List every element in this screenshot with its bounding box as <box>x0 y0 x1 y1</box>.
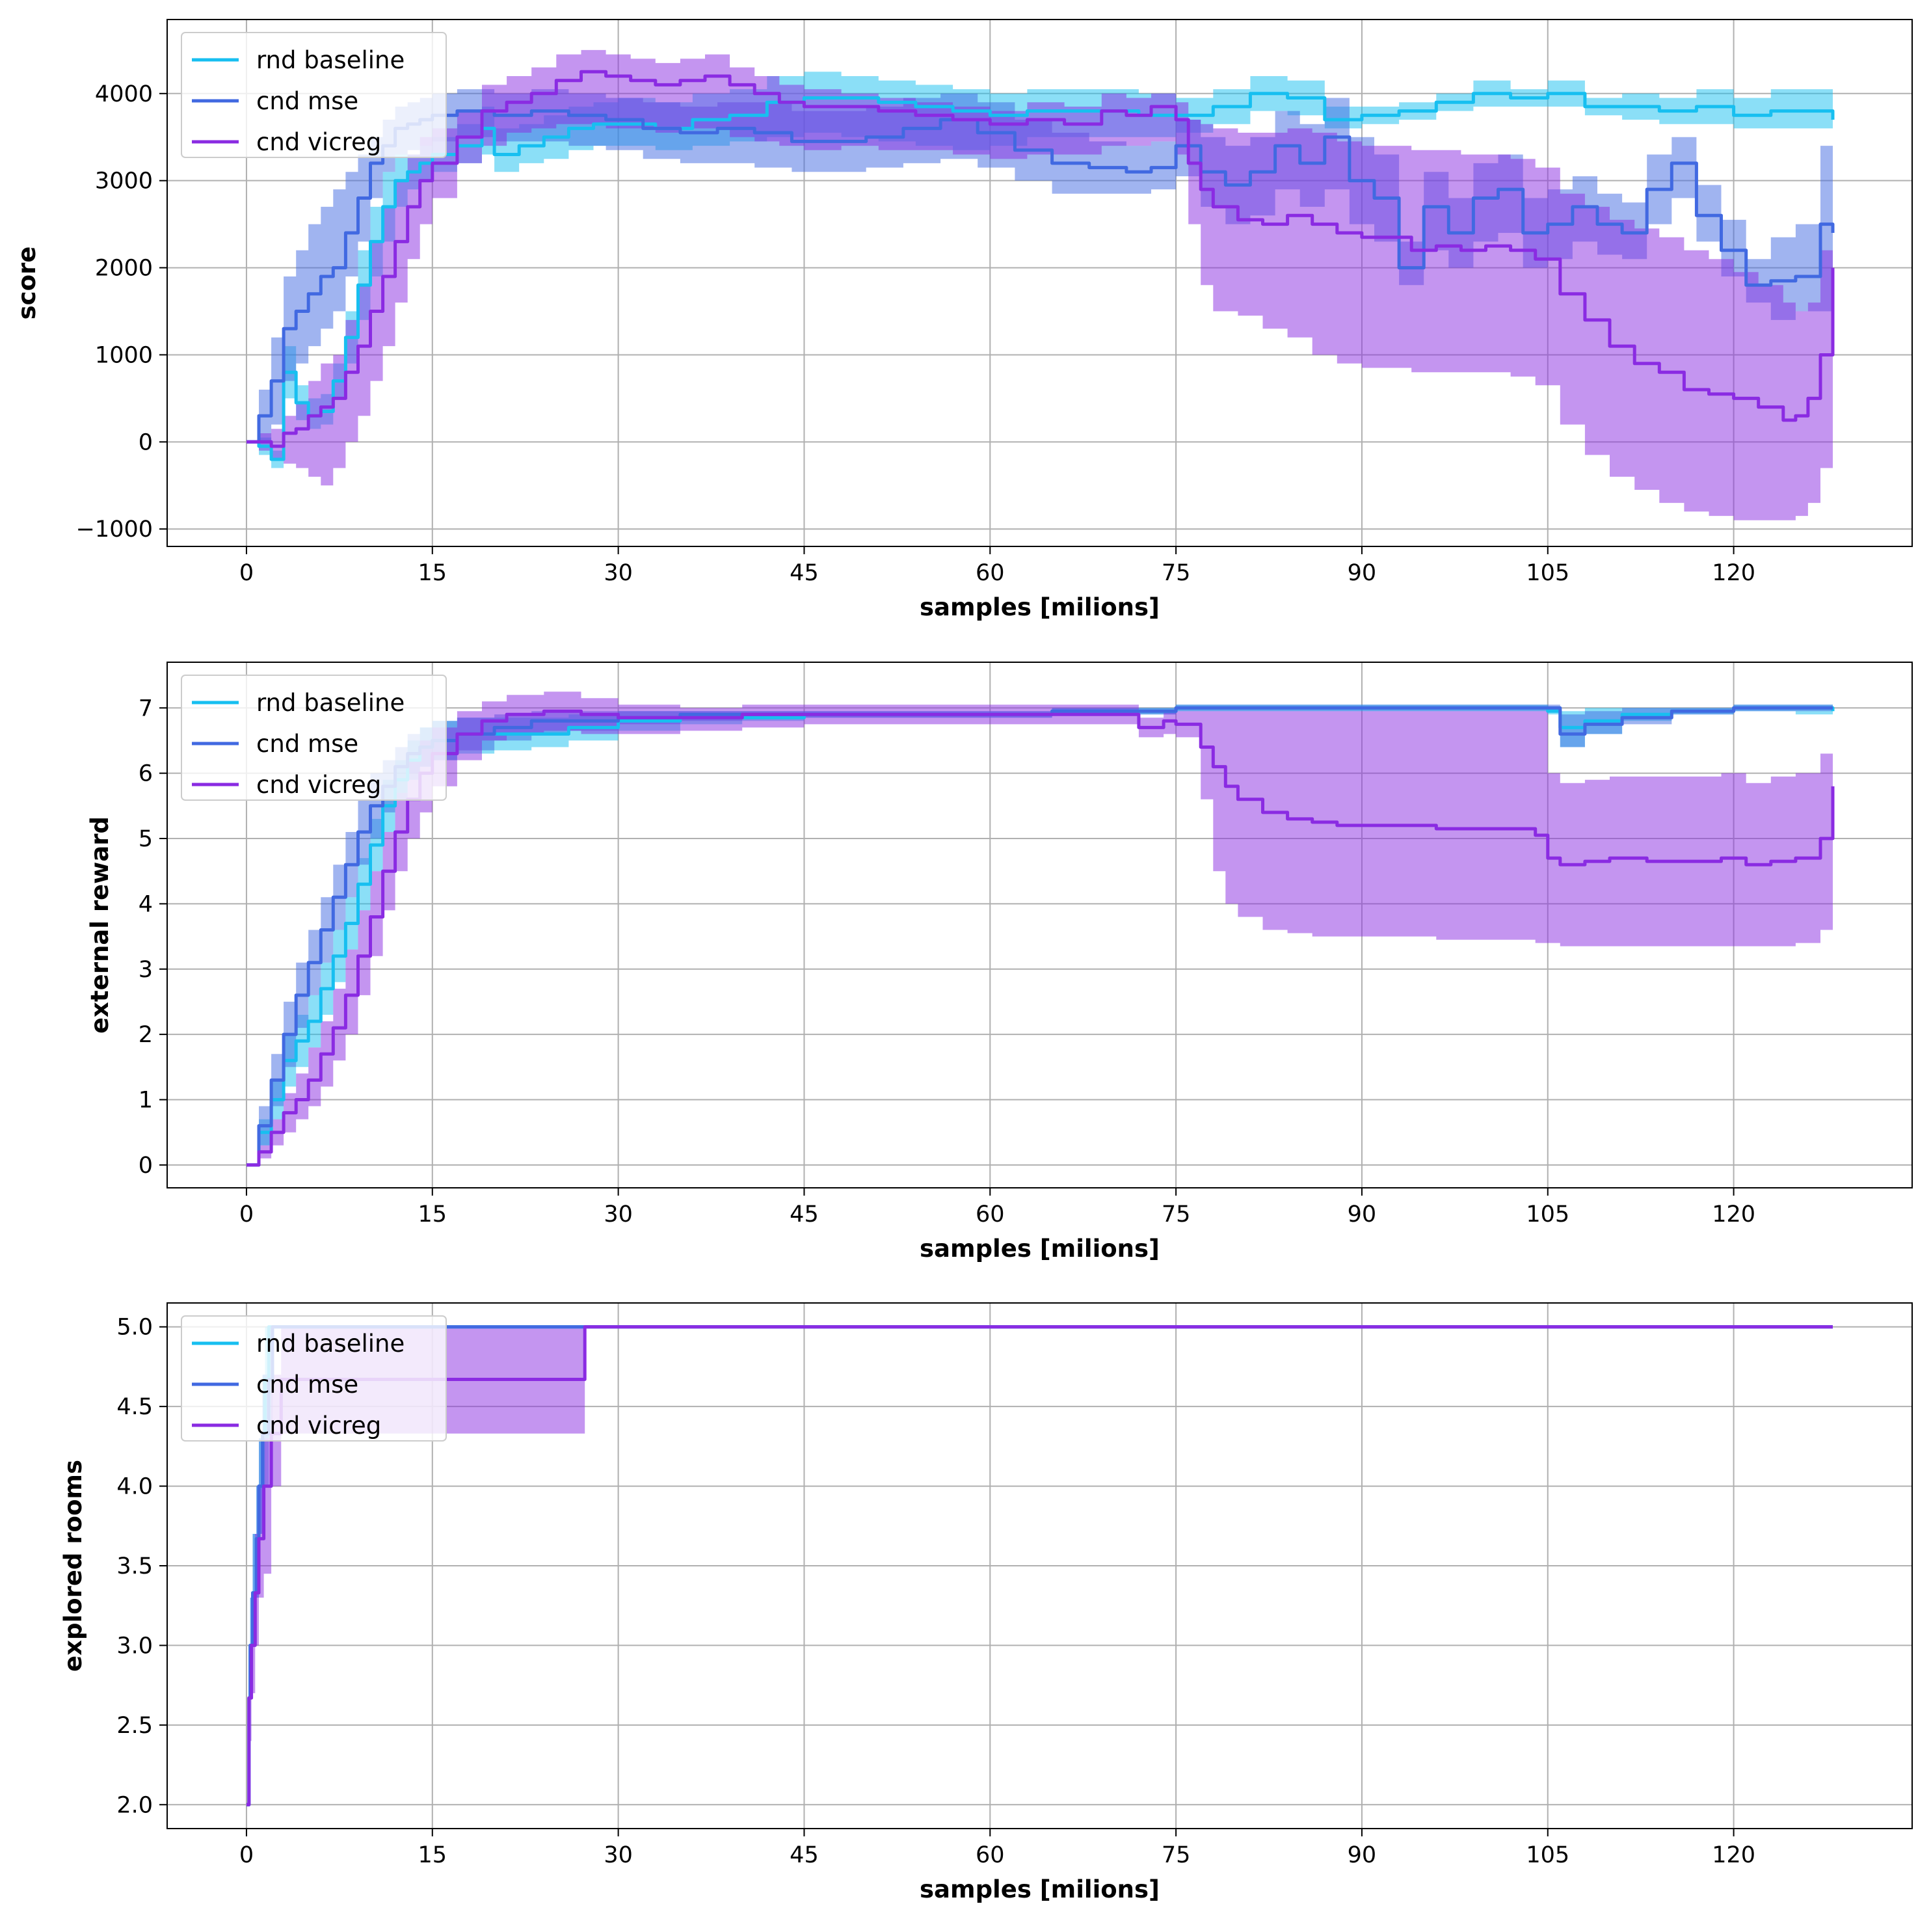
legend: rnd baseline cnd mse cnd vicreg <box>181 675 447 801</box>
y-tick-label: 2 <box>139 1022 153 1048</box>
y-tick-label: 4.5 <box>116 1394 153 1420</box>
y-tick-label: 2.0 <box>116 1792 153 1818</box>
band-cnd-vicreg <box>246 691 1833 1165</box>
y-tick-label: 1000 <box>95 342 153 368</box>
series-line-rnd-baseline <box>246 92 1835 461</box>
x-tick-label: 0 <box>239 1842 254 1868</box>
y-tick-label: 2.5 <box>116 1713 153 1739</box>
y-tick-label: 4 <box>139 891 153 917</box>
x-tick-label: 120 <box>1712 560 1755 586</box>
legend-label: cnd mse <box>256 730 358 758</box>
x-tick-label: 45 <box>790 560 819 586</box>
x-tick-label: 120 <box>1712 1842 1755 1868</box>
x-axis-label: samples [milions] <box>920 593 1160 621</box>
x-tick-label: 60 <box>976 560 1005 586</box>
y-tick-label: 2000 <box>95 256 153 282</box>
y-tick-label: 4.0 <box>116 1474 153 1500</box>
y-tick-label: 1 <box>139 1087 153 1113</box>
x-tick-label: 90 <box>1348 560 1377 586</box>
y-tick-label: 3.5 <box>116 1553 153 1579</box>
x-tick-label: 15 <box>418 1842 447 1868</box>
legend-label: cnd vicreg <box>256 1412 381 1440</box>
legend-label: rnd baseline <box>256 689 405 717</box>
x-tick-label: 75 <box>1162 1842 1191 1868</box>
legend-label: rnd baseline <box>256 1330 405 1358</box>
plot-area <box>246 49 1835 520</box>
x-tick-label: 30 <box>604 1201 633 1228</box>
y-tick-label: 5 <box>139 826 153 852</box>
y-axis-label: score <box>13 247 41 320</box>
x-tick-label: 105 <box>1526 1201 1569 1228</box>
series-line-cnd-vicreg <box>246 70 1835 448</box>
y-tick-label: 7 <box>139 695 153 721</box>
series-line-cnd-vicreg <box>246 709 1835 1167</box>
x-tick-label: 15 <box>418 1201 447 1228</box>
series-line-cnd-mse <box>246 706 1833 1167</box>
legend-label: cnd vicreg <box>256 128 381 156</box>
legend-label: cnd mse <box>256 1371 358 1399</box>
axes-frame <box>166 19 1913 547</box>
legend-label: cnd vicreg <box>256 771 381 799</box>
x-tick-label: 30 <box>604 1842 633 1868</box>
y-tick-label: 3 <box>139 957 153 983</box>
x-tick-label: 90 <box>1348 1201 1377 1228</box>
y-tick-label: −1000 <box>76 517 153 543</box>
axes-frame <box>166 662 1913 1188</box>
x-tick-label: 75 <box>1162 560 1191 586</box>
x-tick-label: 60 <box>976 1201 1005 1228</box>
x-tick-label: 90 <box>1348 1842 1377 1868</box>
legend-box <box>181 1315 447 1442</box>
y-tick-label: 0 <box>139 429 153 455</box>
y-tick-label: 0 <box>139 1153 153 1179</box>
x-tick-label: 60 <box>976 1842 1005 1868</box>
y-tick-label: 3.0 <box>116 1633 153 1659</box>
series-line-cnd-mse <box>246 109 1835 444</box>
chart-panel-1: 0 15 30 45 60 75 90 105 120 −1000 0 1000 2000 3000 400… <box>13 19 1913 621</box>
band-cnd-vicreg <box>246 49 1833 520</box>
legend: rnd baseline cnd mse cnd vicreg <box>181 1315 447 1442</box>
legend-label: rnd baseline <box>256 46 405 74</box>
x-axis-label: samples [milions] <box>920 1875 1160 1903</box>
x-tick-label: 75 <box>1162 1201 1191 1228</box>
legend-box <box>181 675 447 801</box>
x-tick-label: 15 <box>418 560 447 586</box>
legend: rnd baseline cnd mse cnd vicreg <box>181 32 447 158</box>
x-tick-label: 45 <box>790 1842 819 1868</box>
y-axis-label: external reward <box>86 816 114 1034</box>
x-tick-label: 105 <box>1526 560 1569 586</box>
x-tick-label: 30 <box>604 560 633 586</box>
y-tick-label: 4000 <box>95 81 153 107</box>
y-tick-label: 5.0 <box>116 1315 153 1341</box>
y-axis-label: explored rooms <box>59 1460 87 1672</box>
y-tick-label: 6 <box>139 761 153 787</box>
x-tick-label: 120 <box>1712 1201 1755 1228</box>
chart-panel-3: 0 15 30 45 60 75 90 105 120 2.0 2.5 3.0 3.5 4.0 4.5 5.0… <box>59 1302 1913 1903</box>
legend-label: cnd mse <box>256 87 358 115</box>
y-tick-label: 3000 <box>95 168 153 195</box>
x-tick-label: 45 <box>790 1201 819 1228</box>
series-line-cnd-vicreg <box>246 1325 1833 1806</box>
x-tick-label: 105 <box>1526 1842 1569 1868</box>
x-tick-label: 0 <box>239 1201 254 1228</box>
plot-area <box>246 691 1835 1167</box>
x-tick-label: 0 <box>239 560 254 586</box>
x-axis-label: samples [milions] <box>920 1235 1160 1263</box>
legend-box <box>181 32 447 158</box>
